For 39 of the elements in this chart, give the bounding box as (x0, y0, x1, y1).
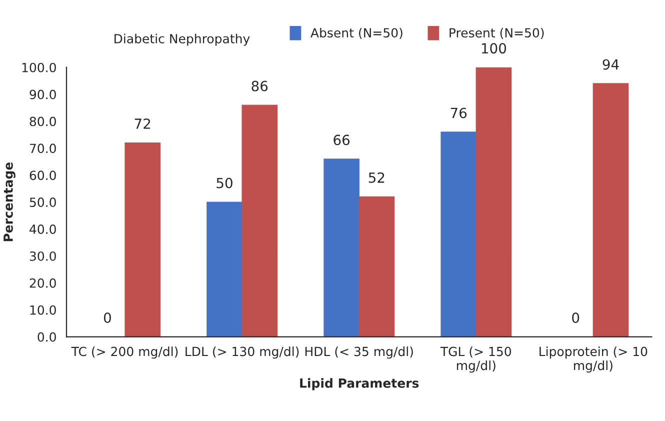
bar (440, 132, 476, 337)
data-label: 94 (602, 59, 619, 70)
x-tick-label: LDL (> 130 mg/dl) (186, 346, 299, 359)
y-tick-label: 20.0 (30, 278, 56, 288)
y-axis-title: Percentage (4, 162, 16, 242)
x-tick-label: HDL (< 35 mg/dl) (305, 346, 413, 359)
bar (324, 158, 360, 337)
bar (476, 67, 512, 337)
bar (358, 196, 395, 337)
data-label: 66 (334, 134, 350, 146)
y-tick-label: 70.0 (30, 144, 56, 154)
data-label: 86 (252, 80, 268, 92)
y-tick-label: 60.0 (30, 170, 56, 180)
bar (242, 104, 278, 337)
data-label: 0 (572, 312, 580, 323)
bar (206, 202, 242, 337)
x-tick-label: TGL (> 150 mg/dl) (440, 346, 512, 373)
legend-title: Diabetic Nephropathy (114, 34, 250, 46)
x-tick-label: TC (> 200 mg/dl) (71, 346, 178, 359)
legend-label: Present (N=50) (450, 28, 544, 39)
y-tick-label: 10.0 (30, 305, 56, 315)
y-tick-label: 30.0 (30, 251, 56, 261)
y-tick-label: 40.0 (30, 224, 56, 234)
data-label: 52 (368, 172, 384, 183)
data-label: 50 (216, 178, 232, 188)
x-tick-label: Lipoprotein (> 10 mg/dl) (540, 346, 648, 373)
legend-label: Absent (N=50) (310, 28, 402, 39)
y-tick-label: 90.0 (30, 90, 56, 100)
y-tick-label: 100.0 (22, 62, 56, 72)
bar (124, 142, 160, 337)
data-label: 76 (450, 108, 467, 118)
data-label: 100 (482, 43, 506, 54)
y-tick-label: 80.0 (30, 116, 56, 126)
y-tick-label: 0.0 (38, 332, 56, 342)
data-label: 72 (134, 118, 150, 129)
data-label: 0 (104, 312, 111, 323)
y-tick-label: 50.0 (30, 198, 56, 208)
bar (592, 83, 629, 337)
x-axis-title: Lipid Parameters (300, 378, 419, 390)
